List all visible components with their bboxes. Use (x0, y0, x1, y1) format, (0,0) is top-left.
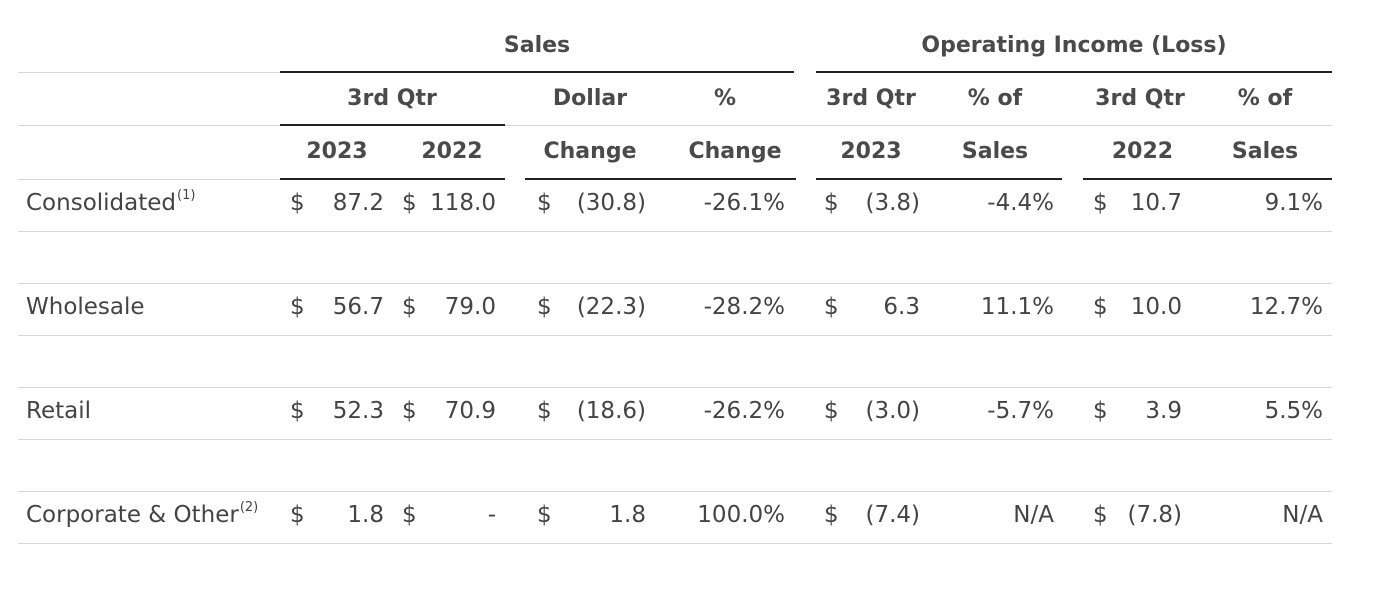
cell-oi-2023: (3.0) (865, 398, 920, 424)
cell-sales-2022: - (487, 502, 496, 528)
header-rule (280, 178, 505, 180)
col-header-dollar: Dollar (552, 86, 628, 111)
currency-symbol: $ (537, 502, 552, 528)
header-rule (816, 178, 1062, 180)
currency-symbol: $ (537, 398, 552, 424)
cell-pct-change: 100.0% (697, 502, 785, 528)
currency-symbol: $ (290, 398, 305, 424)
cell-pct-change: -26.2% (703, 398, 785, 424)
currency-symbol: $ (402, 502, 417, 528)
cell-sales-2023: 87.2 (332, 190, 384, 216)
row-divider (18, 439, 1332, 440)
currency-symbol: $ (290, 502, 305, 528)
row-label: Wholesale (26, 294, 145, 320)
row-label: Corporate & Other(2) (26, 500, 259, 528)
currency-symbol: $ (824, 294, 839, 320)
cell-oi-pct-2023: N/A (1013, 502, 1054, 528)
col-header-sales-qtr: 3rd Qtr (347, 86, 437, 111)
row-divider (18, 283, 1332, 284)
cell-oi-pct-2022: 9.1% (1264, 190, 1323, 216)
divider (18, 179, 280, 180)
currency-symbol: $ (402, 398, 417, 424)
cell-dollar-change: (18.6) (576, 398, 646, 424)
col-header-oi-pct-2022: % of (1237, 86, 1293, 111)
col-header-oi-2023: 2023 (840, 139, 902, 164)
col-header-pct-change: Change (688, 139, 782, 164)
cell-sales-2022: 70.9 (444, 398, 496, 424)
row-label-text: Wholesale (26, 294, 145, 320)
currency-symbol: $ (402, 294, 417, 320)
cell-sales-2023: 56.7 (332, 294, 384, 320)
cell-oi-2022: (7.8) (1127, 502, 1182, 528)
cell-oi-2023: (7.4) (865, 502, 920, 528)
cell-dollar-change: (22.3) (576, 294, 646, 320)
currency-symbol: $ (824, 190, 839, 216)
cell-sales-2022: 79.0 (444, 294, 496, 320)
row-divider (18, 387, 1332, 388)
currency-symbol: $ (290, 294, 305, 320)
operating-income-group-header: Operating Income (Loss) (921, 33, 1227, 58)
cell-oi-pct-2023: -4.4% (987, 190, 1054, 216)
cell-oi-pct-2022: 5.5% (1264, 398, 1323, 424)
cell-oi-pct-2023: 11.1% (980, 294, 1054, 320)
row-divider (18, 231, 1332, 232)
divider (18, 72, 280, 73)
cell-oi-2022: 10.0 (1130, 294, 1182, 320)
cell-oi-2023: (3.8) (865, 190, 920, 216)
cell-pct-change: -26.1% (703, 190, 785, 216)
row-divider (18, 491, 1332, 492)
footnote-marker: (2) (239, 500, 259, 516)
row-label-text: Retail (26, 398, 91, 424)
col-header-2023: 2023 (306, 139, 368, 164)
row-label: Retail (26, 398, 91, 424)
currency-symbol: $ (290, 190, 305, 216)
col-header-oi-sales-2023: Sales (961, 139, 1029, 164)
cell-sales-2023: 1.8 (347, 502, 384, 528)
cell-oi-pct-2022: 12.7% (1249, 294, 1323, 320)
cell-pct-change: -28.2% (703, 294, 785, 320)
currency-symbol: $ (824, 398, 839, 424)
col-header-oi-sales-2022: Sales (1231, 139, 1299, 164)
cell-dollar-change: 1.8 (609, 502, 646, 528)
cell-oi-pct-2023: -5.7% (987, 398, 1054, 424)
header-rule (1083, 178, 1332, 180)
footnote-marker: (1) (177, 188, 196, 204)
cell-sales-2023: 52.3 (332, 398, 384, 424)
sales-group-header: Sales (503, 33, 571, 58)
sales-group-rule (280, 71, 794, 73)
qtr-rule (280, 124, 505, 126)
col-header-oi-qtr-2023: 3rd Qtr (826, 86, 916, 111)
row-divider (18, 335, 1332, 336)
currency-symbol: $ (1093, 502, 1108, 528)
col-header-oi-pct-2023: % of (967, 86, 1023, 111)
currency-symbol: $ (1093, 294, 1108, 320)
row-label-text: Consolidated (26, 190, 177, 216)
col-header-oi-2022: 2022 (1111, 139, 1174, 164)
col-header-pct: % (713, 86, 737, 111)
header-rule (525, 178, 796, 180)
currency-symbol: $ (537, 190, 552, 216)
cell-dollar-change: (30.8) (576, 190, 646, 216)
currency-symbol: $ (402, 190, 417, 216)
cell-oi-2022: 3.9 (1145, 398, 1182, 424)
col-header-oi-qtr-2022: 3rd Qtr (1095, 86, 1185, 111)
cell-oi-pct-2022: N/A (1282, 502, 1323, 528)
currency-symbol: $ (1093, 398, 1108, 424)
row-label: Consolidated(1) (26, 188, 196, 216)
currency-symbol: $ (537, 294, 552, 320)
divider (18, 125, 280, 126)
currency-symbol: $ (1093, 190, 1108, 216)
cell-oi-2022: 10.7 (1130, 190, 1182, 216)
col-header-dollar-change: Change (543, 139, 637, 164)
cell-oi-2023: 6.3 (883, 294, 920, 320)
divider (505, 125, 1332, 126)
currency-symbol: $ (824, 502, 839, 528)
row-label-text: Corporate & Other (26, 502, 239, 528)
col-header-2022: 2022 (421, 139, 483, 164)
oi-group-rule (816, 71, 1332, 73)
cell-sales-2022: 118.0 (430, 190, 496, 216)
row-divider (18, 543, 1332, 544)
